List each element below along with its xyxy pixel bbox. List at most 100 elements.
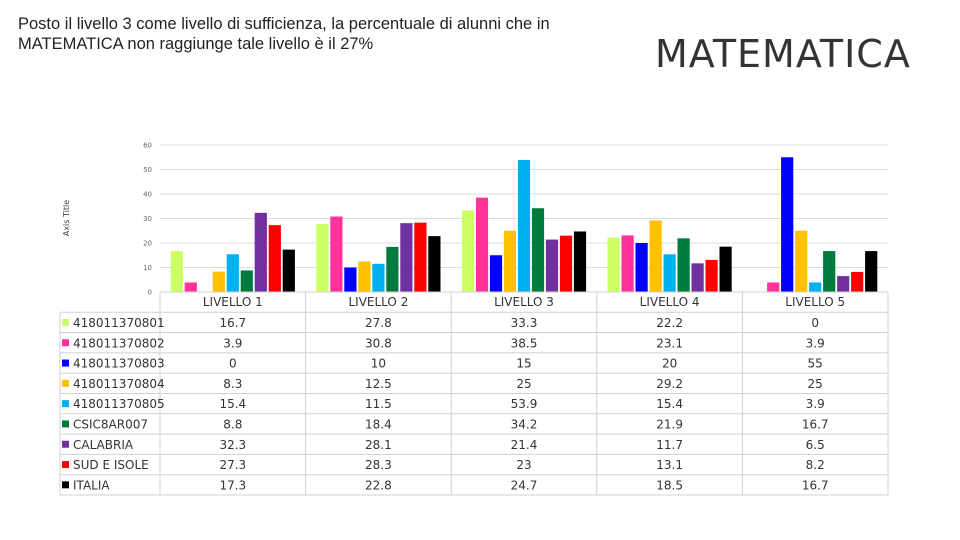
data-label: 22.2 bbox=[656, 316, 683, 330]
legend-label: CSIC8AR007 bbox=[73, 417, 148, 431]
legend-label: SUD E ISOLE bbox=[73, 458, 149, 472]
data-label: 8.2 bbox=[806, 458, 825, 472]
bar-calabria-4 bbox=[837, 276, 850, 292]
data-label: 22.8 bbox=[365, 478, 392, 492]
y-tick-label: 40 bbox=[143, 191, 152, 199]
bar-sud-e-isole-1 bbox=[414, 222, 427, 292]
data-label: 32.3 bbox=[219, 438, 246, 452]
legend-label: ITALIA bbox=[73, 478, 110, 492]
legend-key bbox=[62, 379, 69, 387]
chart-big-title: MATEMATICA bbox=[655, 32, 911, 76]
data-label: 15.4 bbox=[656, 397, 683, 411]
legend-key bbox=[62, 481, 69, 489]
bar-418011370804-2 bbox=[503, 230, 517, 292]
legend-label: 418011370804 bbox=[73, 377, 165, 391]
legend-key bbox=[62, 318, 69, 326]
bar-418011370801-1 bbox=[316, 223, 329, 292]
bar-418011370803-1 bbox=[344, 267, 357, 292]
category-label: LIVELLO 1 bbox=[203, 295, 263, 309]
data-label: 24.7 bbox=[511, 478, 538, 492]
bar-csic8ar007-1 bbox=[386, 246, 399, 292]
y-tick-label: 30 bbox=[143, 215, 152, 223]
bar-calabria-2 bbox=[545, 239, 559, 292]
data-label: 0 bbox=[811, 316, 819, 330]
data-label: 17.3 bbox=[219, 478, 246, 492]
bar-sud-e-isole-0 bbox=[268, 225, 281, 292]
data-label: 18.5 bbox=[656, 478, 683, 492]
data-label: 11.5 bbox=[365, 397, 392, 411]
bar-418011370804-1 bbox=[358, 261, 371, 292]
data-label: 15 bbox=[516, 357, 531, 371]
bar-italia-2 bbox=[573, 231, 587, 292]
data-label: 8.3 bbox=[223, 377, 242, 391]
bar-418011370804-4 bbox=[795, 230, 808, 292]
bar-418011370801-3 bbox=[607, 237, 620, 292]
bar-418011370802-2 bbox=[475, 197, 489, 292]
bar-418011370804-0 bbox=[212, 271, 225, 292]
legend-key bbox=[62, 339, 69, 347]
data-label: 0 bbox=[229, 357, 237, 371]
legend-label: 418011370803 bbox=[73, 357, 165, 371]
headline-line-1: Posto il livello 3 come livello di suffi… bbox=[18, 15, 550, 33]
data-label: 16.7 bbox=[802, 417, 829, 431]
bar-italia-4 bbox=[865, 251, 878, 292]
legend-label: CALABRIA bbox=[73, 438, 134, 452]
y-tick-label: 20 bbox=[143, 240, 152, 248]
headline-line-2: MATEMATICA non raggiunge tale livello è … bbox=[18, 35, 374, 53]
data-label: 29.2 bbox=[656, 377, 683, 391]
data-label: 15.4 bbox=[219, 397, 246, 411]
bar-418011370805-0 bbox=[226, 254, 239, 292]
bar-italia-3 bbox=[719, 246, 732, 292]
bar-418011370802-0 bbox=[184, 282, 197, 292]
bar-418011370801-0 bbox=[170, 251, 183, 292]
legend-label: 418011370801 bbox=[73, 316, 165, 330]
data-label: 33.3 bbox=[511, 316, 538, 330]
bar-418011370801-2 bbox=[461, 210, 475, 292]
bar-csic8ar007-3 bbox=[677, 238, 690, 292]
bar-418011370802-1 bbox=[330, 216, 343, 292]
y-tick-label: 0 bbox=[148, 289, 152, 297]
bar-csic8ar007-2 bbox=[531, 208, 545, 292]
data-label: 30.8 bbox=[365, 336, 392, 350]
data-label: 20 bbox=[662, 357, 677, 371]
bar-italia-1 bbox=[428, 236, 441, 292]
bar-italia-0 bbox=[282, 249, 295, 292]
data-label: 18.4 bbox=[365, 417, 392, 431]
data-label: 23 bbox=[516, 458, 531, 472]
y-axis-title: Axis Title bbox=[62, 200, 71, 236]
bar-418011370805-1 bbox=[372, 263, 385, 292]
bar-csic8ar007-4 bbox=[823, 251, 836, 292]
data-label: 3.9 bbox=[806, 397, 825, 411]
data-label: 16.7 bbox=[802, 478, 829, 492]
category-label: LIVELLO 4 bbox=[640, 295, 700, 309]
bar-418011370805-2 bbox=[517, 159, 531, 292]
data-label: 16.7 bbox=[219, 316, 246, 330]
bar-sud-e-isole-3 bbox=[705, 259, 718, 292]
headline: Posto il livello 3 come livello di suffi… bbox=[18, 14, 658, 54]
legend-label: 418011370805 bbox=[73, 397, 165, 411]
data-label: 27.8 bbox=[365, 316, 392, 330]
data-label: 38.5 bbox=[511, 336, 538, 350]
bar-calabria-3 bbox=[691, 263, 704, 292]
data-label: 25 bbox=[516, 377, 531, 391]
category-label: LIVELLO 2 bbox=[348, 295, 408, 309]
bar-418011370803-3 bbox=[635, 243, 648, 292]
y-tick-label: 60 bbox=[143, 142, 152, 150]
bar-418011370803-4 bbox=[781, 157, 794, 292]
bar-sud-e-isole-2 bbox=[559, 235, 573, 292]
bar-calabria-0 bbox=[254, 212, 267, 292]
legend-label: 418011370802 bbox=[73, 336, 165, 350]
bar-418011370805-3 bbox=[663, 254, 676, 292]
bar-418011370802-3 bbox=[621, 235, 634, 292]
bar-sud-e-isole-4 bbox=[851, 271, 864, 292]
legend-key bbox=[62, 461, 69, 469]
data-label: 23.1 bbox=[656, 336, 683, 350]
bar-calabria-1 bbox=[400, 223, 413, 292]
category-label: LIVELLO 5 bbox=[785, 295, 845, 309]
bar-418011370804-3 bbox=[649, 220, 662, 292]
data-label: 21.4 bbox=[511, 438, 538, 452]
data-label: 53.9 bbox=[511, 397, 538, 411]
data-label: 21.9 bbox=[656, 417, 683, 431]
data-label: 10 bbox=[371, 357, 386, 371]
